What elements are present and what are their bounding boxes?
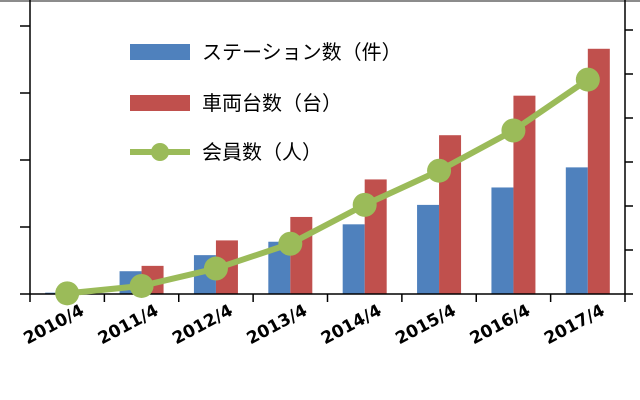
legend-swatch-1 [130,95,190,111]
bar-vehicles-6 [513,95,536,295]
members-point-5 [427,158,452,183]
bar-stations-3 [268,241,291,294]
x-label-5: 2015/4 [392,301,459,349]
bars-layer [45,48,610,295]
members-point-3 [278,231,303,256]
axes-layer [20,0,633,302]
x-label-1: 2011/4 [95,301,162,349]
x-axis-labels: 2010/4 2011/4 2012/4 2013/4 2014/4 2015/4 2016… [20,301,608,349]
x-label-7: 2017/4 [541,301,608,349]
legend-label-2: 会員数（人） [202,140,322,164]
members-point-0 [55,281,80,306]
x-label-2: 2012/4 [169,301,236,349]
x-label-4: 2014/4 [318,301,385,349]
members-point-1 [129,273,154,298]
bar-stations-7 [565,167,588,294]
bar-stations-4 [342,224,365,294]
line-layer [55,67,600,306]
members-line [66,77,590,297]
legend-label-0: ステーション数（件） [202,40,402,64]
legend-swatch-0 [130,44,190,60]
bar-vehicles-7 [587,48,610,294]
bar-stations-5 [417,204,440,294]
members-point-7 [575,67,600,92]
bar-vehicles-3 [290,216,313,294]
legend: ステーション数（件） 車両台数（台） 会員数（人） [130,40,402,164]
legend-swatch-marker-2 [151,143,169,161]
members-point-4 [352,192,377,217]
x-label-0: 2010/4 [20,301,87,349]
members-point-2 [203,256,228,281]
x-label-3: 2013/4 [244,301,311,349]
x-label-6: 2016/4 [467,301,534,349]
legend-label-1: 車両台数（台） [202,91,342,115]
bar-stations-6 [491,187,514,294]
members-point-6 [501,118,526,143]
